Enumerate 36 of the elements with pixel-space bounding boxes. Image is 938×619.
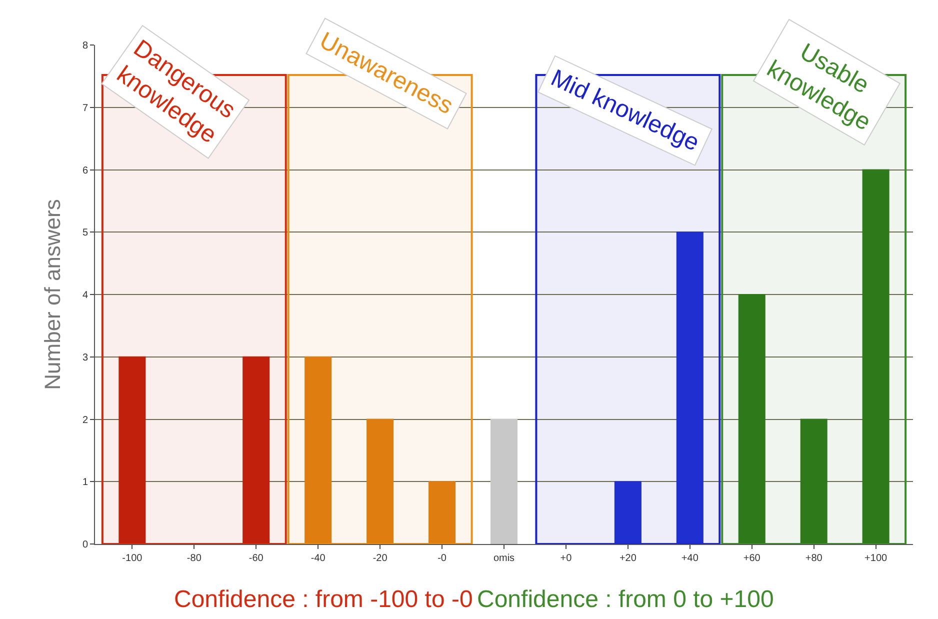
y-tick-label: 1: [82, 477, 88, 488]
bar: [676, 232, 704, 544]
bar: [428, 481, 456, 544]
x-tick-label: +80: [805, 553, 823, 564]
y-tick-label: 3: [82, 352, 88, 364]
x-tick-label: +100: [864, 553, 888, 564]
y-axis-title: Number of answers: [40, 199, 66, 390]
text: Confidence : from -100 to -0: [174, 586, 473, 613]
y-tick-label: 8: [82, 40, 88, 52]
y-tick-label: 2: [82, 414, 88, 426]
bar: [614, 481, 642, 544]
x-tick-label: -40: [310, 553, 326, 564]
bar: [118, 356, 146, 544]
y-tick-label: 5: [82, 228, 88, 239]
bar: [738, 294, 766, 544]
bar: [490, 418, 518, 544]
text: Confidence : from 0 to +100: [477, 586, 774, 613]
bar: [800, 418, 828, 544]
y-tick-label: 6: [82, 165, 88, 176]
x-tick-label: +40: [681, 553, 699, 564]
x-tick-label: -20: [372, 553, 388, 564]
x-tick-label: omis: [493, 553, 515, 564]
bar: [862, 169, 890, 544]
x-tick-label: -0: [438, 553, 447, 564]
bar: [366, 418, 394, 544]
x-tick-label: -80: [186, 553, 202, 564]
x-tick-label: -60: [248, 553, 264, 564]
y-tick-label: 0: [82, 540, 88, 550]
x-tick-label: +60: [743, 553, 761, 564]
bar: [304, 356, 332, 544]
bar: [242, 356, 270, 544]
x-tick-label: +20: [619, 553, 637, 564]
x-tick-label: +0: [560, 553, 572, 564]
y-tick-label: 4: [82, 290, 88, 301]
x-tick-label: -100: [122, 553, 143, 564]
y-tick-label: 7: [82, 102, 88, 114]
